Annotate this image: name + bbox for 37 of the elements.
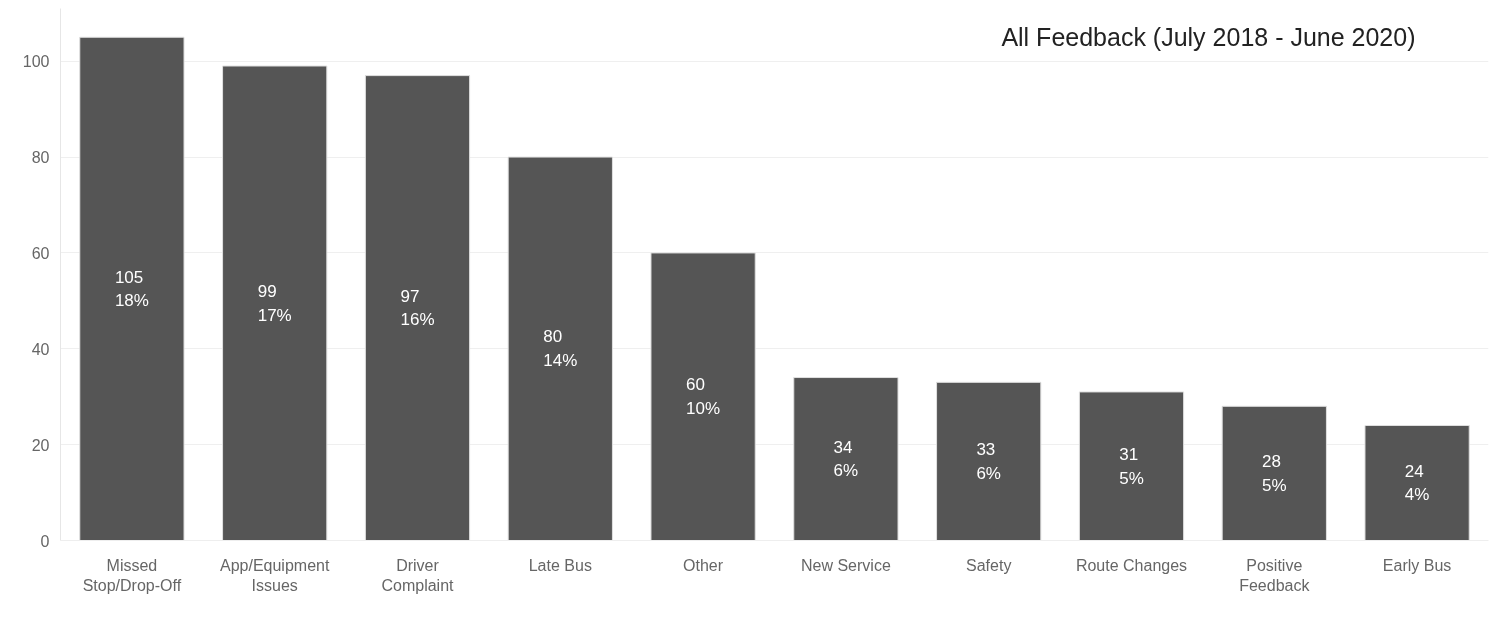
bar — [1364, 424, 1470, 541]
x-tick-label: Missed Stop/Drop-Off — [82, 556, 182, 594]
bar — [1221, 405, 1327, 541]
bar — [936, 381, 1042, 541]
y-tick-label: 20 — [31, 436, 50, 454]
y-tick-label: 100 — [22, 53, 50, 71]
bar — [79, 36, 185, 541]
data-label: 28 5% — [1262, 452, 1287, 495]
data-label: 34 6% — [833, 437, 859, 481]
x-tick-label: Positive Feedback — [1239, 556, 1311, 594]
y-tick-label: 0 — [40, 532, 50, 550]
bar — [507, 156, 613, 541]
text: All Feedback (July 2018 - June 2020) — [1001, 22, 1416, 51]
bar — [1078, 391, 1185, 541]
data-label: 24 4% — [1404, 461, 1430, 505]
x-tick-label: Late Bus — [528, 556, 592, 574]
y-tick-label: 40 — [31, 340, 50, 358]
x-tick-label: Route Changes — [1075, 556, 1188, 574]
data-label: 97 16% — [400, 286, 435, 330]
data-label: 31 5% — [1119, 444, 1144, 488]
y-tick-label: 80 — [31, 149, 50, 167]
x-tick-label: Safety — [966, 556, 1012, 574]
bar — [364, 75, 471, 541]
x-tick-label: Early Bus — [1382, 556, 1452, 574]
x-tick-label: App/Equipment Issues — [220, 556, 330, 594]
bar — [222, 65, 328, 541]
x-tick-label: Driver Complaint — [381, 556, 455, 594]
data-label: 99 17% — [257, 281, 292, 325]
x-tick-label: New Service — [801, 556, 891, 574]
data-label: 33 6% — [976, 440, 1001, 483]
data-label: 105 18% — [114, 267, 149, 311]
x-tick-label: Other — [683, 556, 724, 574]
bar — [650, 252, 756, 541]
data-label: 60 10% — [686, 375, 721, 419]
y-tick-label: 60 — [31, 244, 50, 262]
data-label: 80 14% — [543, 327, 578, 371]
bar — [793, 377, 899, 541]
